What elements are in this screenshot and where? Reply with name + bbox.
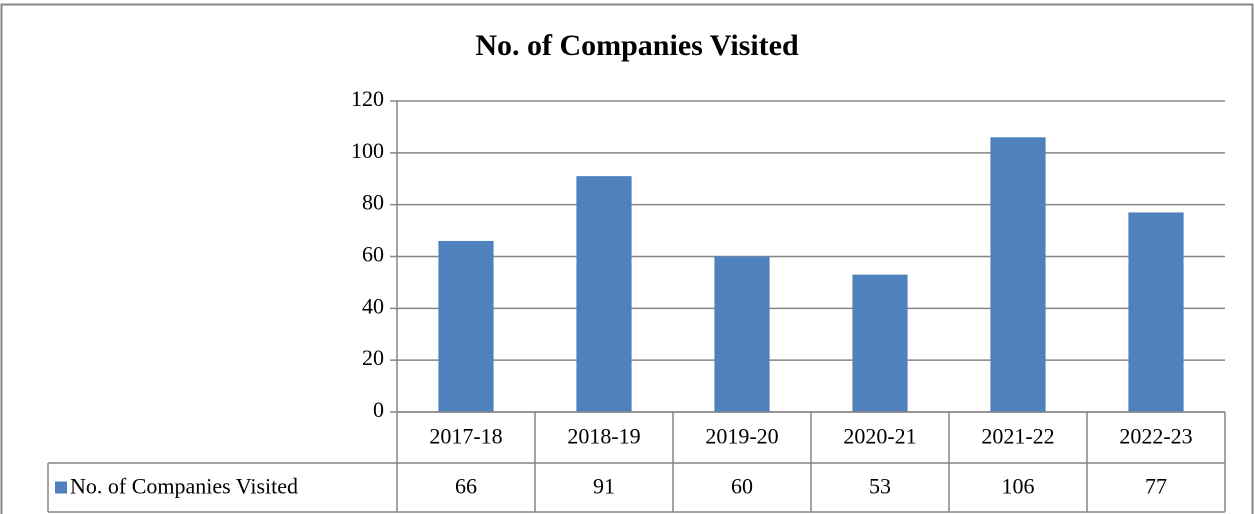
table-value: 106 [1002,474,1035,499]
y-tick-label: 80 [362,190,384,215]
y-tick-label: 120 [351,86,384,111]
x-tick-label: 2018-19 [567,424,640,449]
bar [576,176,632,412]
table-value: 91 [593,474,615,499]
x-tick-label: 2017-18 [429,424,502,449]
y-tick-label: 20 [362,345,384,370]
y-tick-label: 100 [351,138,384,163]
legend-swatch [55,481,67,494]
table-value: 53 [869,474,891,499]
x-tick-label: 2022-23 [1119,424,1192,449]
bar [990,137,1046,413]
y-tick-label: 60 [362,242,384,267]
table-value: 66 [455,474,477,499]
bar [852,274,908,412]
bar [438,240,494,412]
bar [1128,212,1184,412]
x-tick-label: 2020-21 [843,424,916,449]
x-tick-label: 2019-20 [705,424,778,449]
table-value: 60 [731,474,753,499]
legend-label: No. of Companies Visited [70,474,298,499]
y-tick-label: 40 [362,293,384,318]
table-value: 77 [1145,474,1167,499]
y-tick-label: 0 [373,397,384,422]
chart-title: No. of Companies Visited [475,29,799,62]
x-tick-label: 2021-22 [981,424,1054,449]
bar [714,256,770,412]
